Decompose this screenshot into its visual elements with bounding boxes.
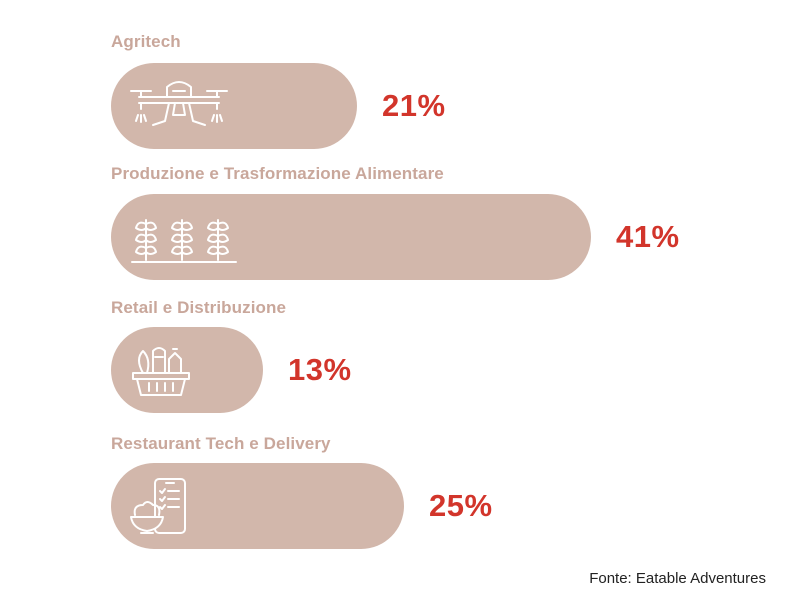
bar-retail [111,327,263,413]
bar-produzione [111,194,591,280]
crops-icon [131,219,237,263]
value-label-produzione: 41% [616,219,680,254]
bar-agritech [111,63,357,149]
bar-restaurant-tech [111,463,404,549]
grocery-basket-icon [132,347,190,396]
category-label-produzione: Produzione e Trasformazione Alimentare [111,164,444,183]
category-label-agritech: Agritech [111,32,181,51]
category-label-restaurant-tech: Restaurant Tech e Delivery [111,434,331,453]
phone-food-delivery-icon [130,478,186,534]
category-label-retail: Retail e Distribuzione [111,298,287,317]
value-label-retail: 13% [288,352,352,387]
value-label-agritech: 21% [382,88,446,123]
source-note: Fonte: Eatable Adventures [589,570,766,587]
value-label-restaurant-tech: 25% [429,488,493,523]
drone-icon [130,81,228,126]
